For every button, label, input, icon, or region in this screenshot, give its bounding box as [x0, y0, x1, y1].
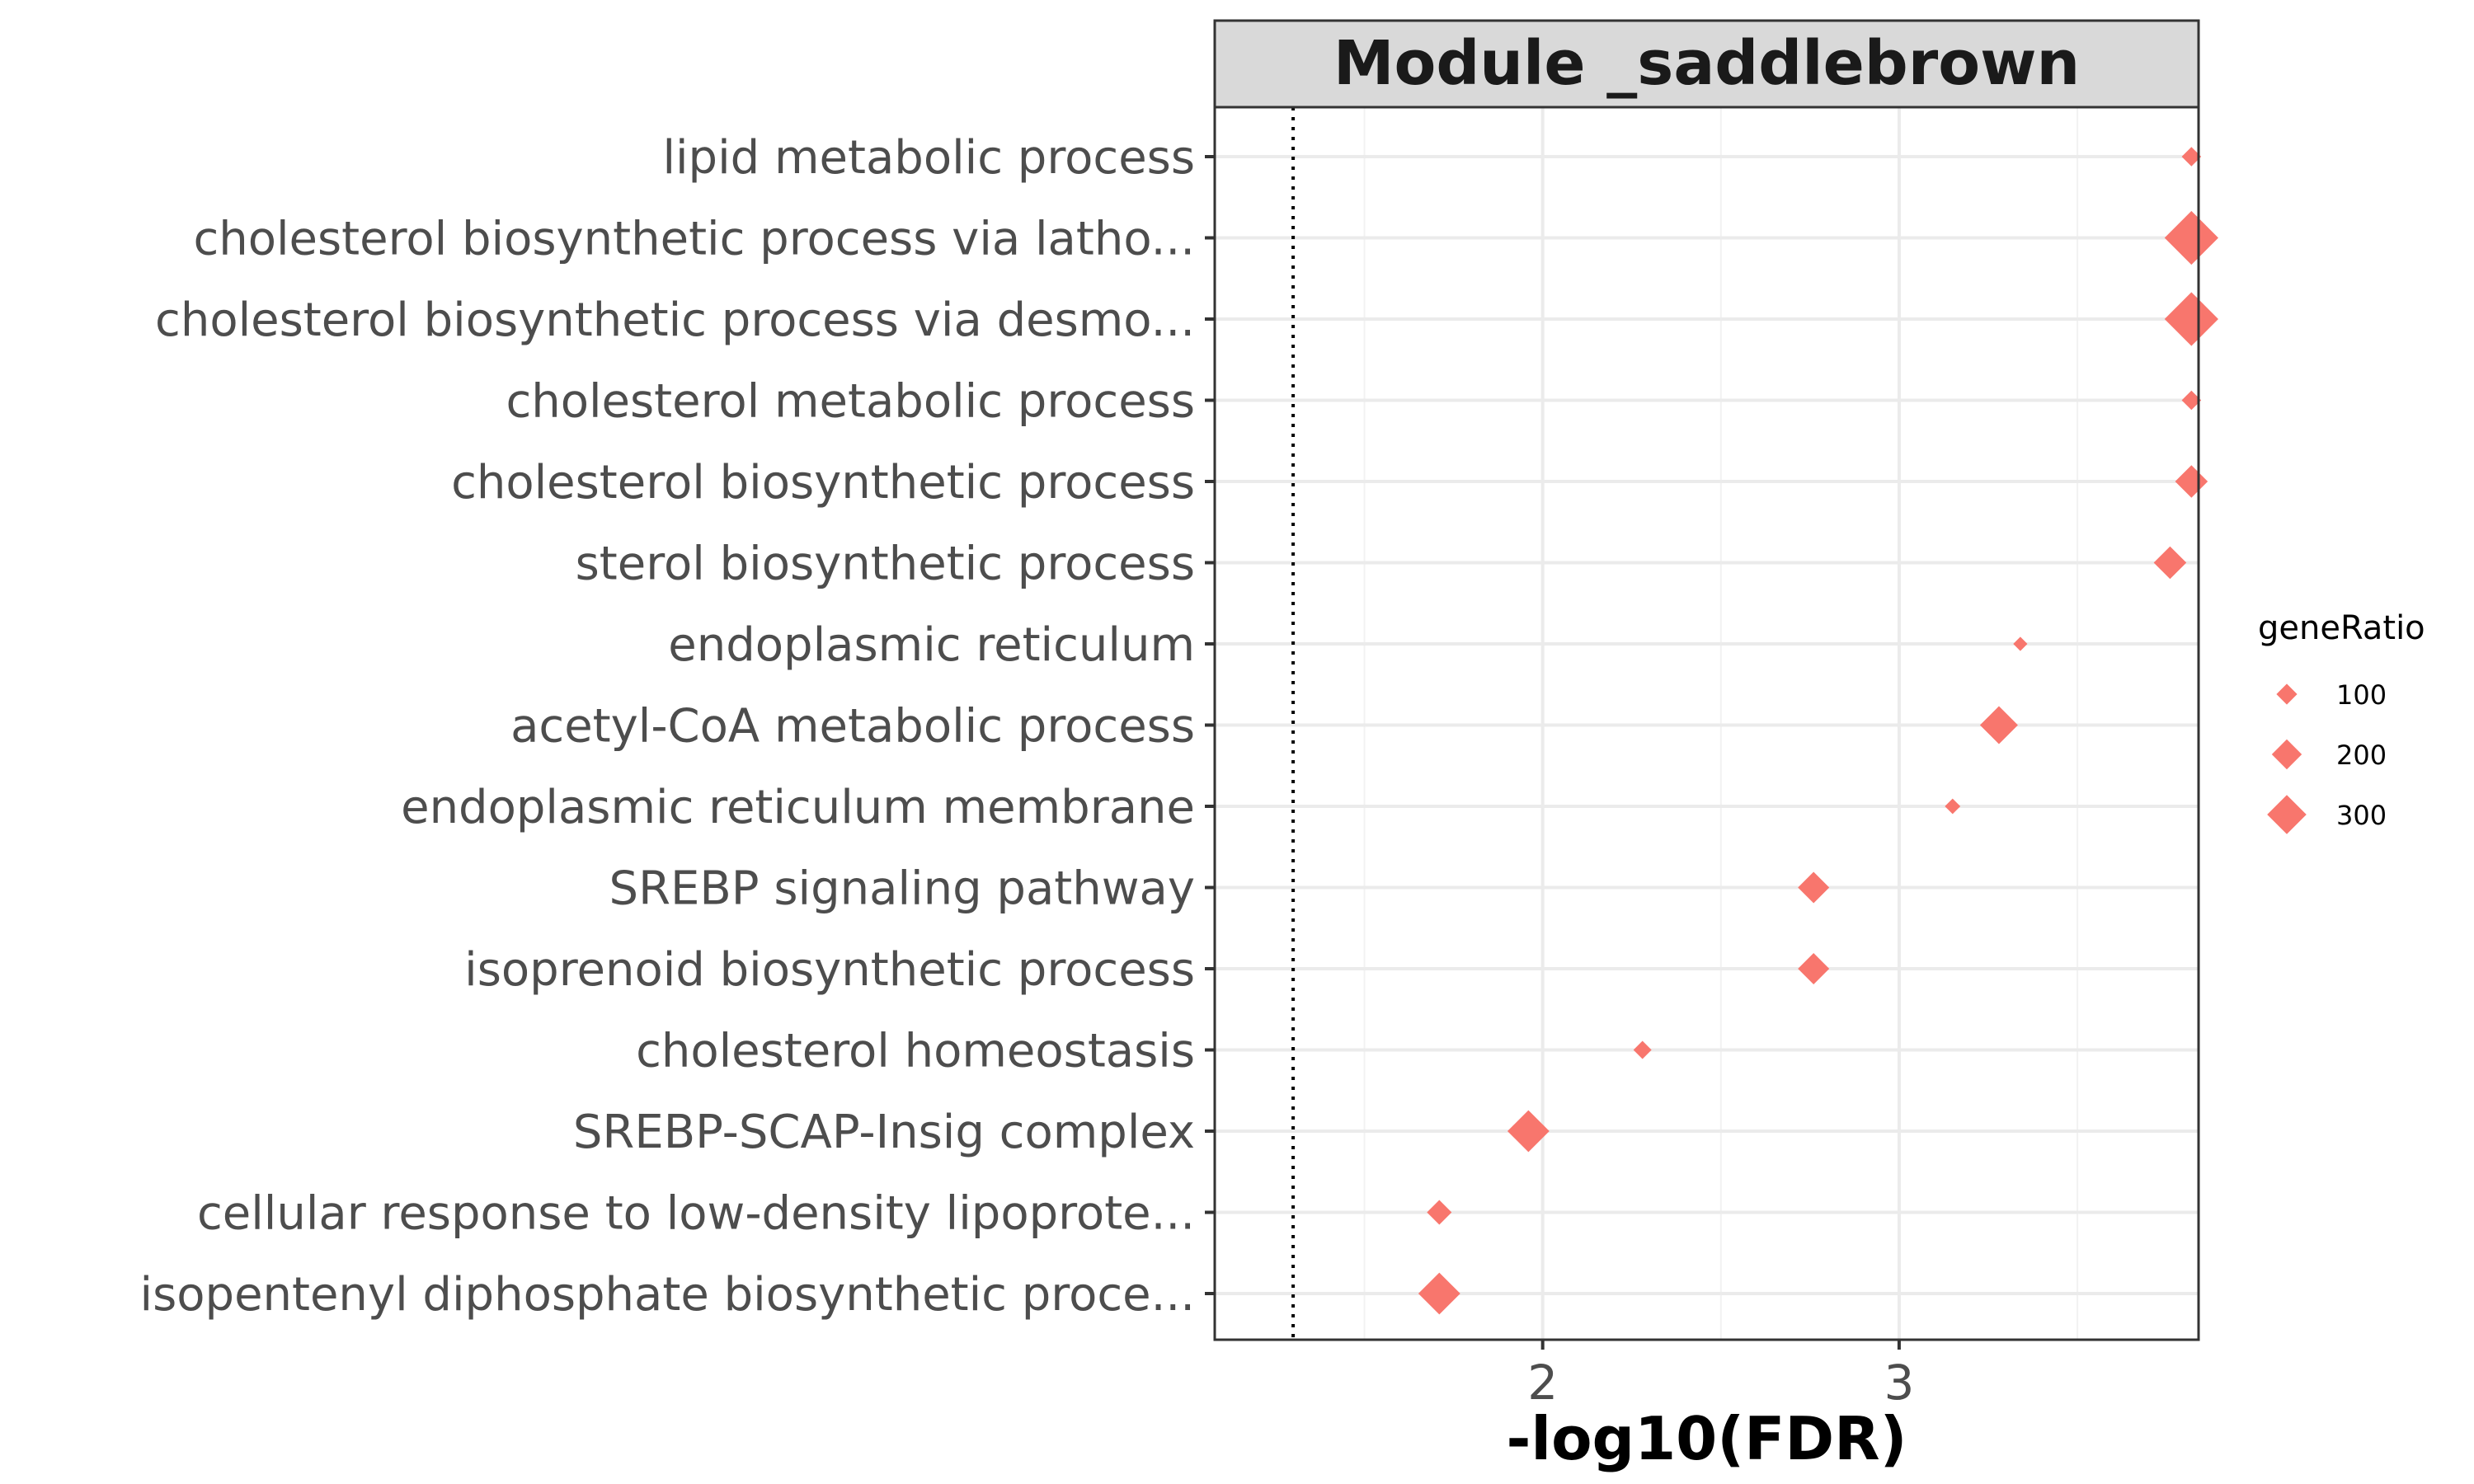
category-label: cholesterol biosynthetic process via lat…	[193, 213, 1195, 266]
category-label: isoprenoid biosynthetic process	[464, 943, 1195, 997]
category-label: SREBP-SCAP-Insig complex	[573, 1106, 1195, 1159]
data-point	[2181, 147, 2202, 167]
grid-lines	[1215, 107, 2199, 1340]
legend-key	[2271, 739, 2302, 770]
category-label: cholesterol biosynthetic process	[451, 456, 1195, 510]
data-point	[2164, 292, 2218, 346]
category-label: cholesterol homeostasis	[636, 1025, 1195, 1078]
data-point	[1507, 1110, 1550, 1153]
legend-title: geneRatio	[2258, 609, 2425, 647]
legend: geneRatio 100 200 300	[2258, 609, 2425, 834]
data-point	[1418, 1272, 1460, 1315]
data-point	[1945, 798, 1961, 815]
legend-label: 100	[2336, 679, 2387, 711]
data-point	[1979, 706, 2018, 744]
legend-key	[2276, 683, 2298, 705]
category-label: lipid metabolic process	[662, 131, 1195, 185]
category-label: cholesterol metabolic process	[506, 375, 1195, 429]
x-axis-title: -log10(FDR)	[1507, 1404, 1907, 1473]
data-point	[1633, 1040, 1652, 1059]
category-label: isopentenyl diphosphate biosynthetic pro…	[140, 1268, 1195, 1322]
data-point	[1427, 1200, 1452, 1225]
data-point	[2153, 546, 2187, 580]
strip-background	[1213, 19, 2200, 109]
x-tick-label: 3	[1884, 1355, 1914, 1411]
legend-label: 200	[2336, 740, 2387, 771]
data-point	[1798, 953, 1830, 984]
category-label: endoplasmic reticulum membrane	[401, 781, 1195, 834]
category-labels: lipid metabolic process cholesterol biosy…	[140, 131, 1215, 1322]
category-label: SREBP signaling pathway	[609, 862, 1195, 916]
category-label: cholesterol biosynthetic process via des…	[155, 294, 1195, 347]
data-point	[2013, 636, 2028, 651]
x-tick-label: 2	[1527, 1355, 1558, 1411]
facet-strip: Module _saddlebrown	[1213, 19, 2200, 109]
category-label: endoplasmic reticulum	[668, 618, 1195, 672]
data-point	[1798, 871, 1830, 904]
data-point	[2164, 210, 2218, 265]
category-label: cellular response to low-density lipopro…	[197, 1187, 1195, 1241]
legend-label: 300	[2336, 800, 2387, 831]
data-point	[2175, 465, 2208, 498]
category-label: acetyl-CoA metabolic process	[510, 700, 1195, 754]
chart-title: Module _saddlebrown	[1333, 28, 2080, 99]
category-label: sterol biosynthetic process	[576, 538, 1195, 591]
data-point	[2181, 390, 2202, 411]
data-points	[1418, 147, 2218, 1315]
legend-key	[2267, 795, 2307, 834]
